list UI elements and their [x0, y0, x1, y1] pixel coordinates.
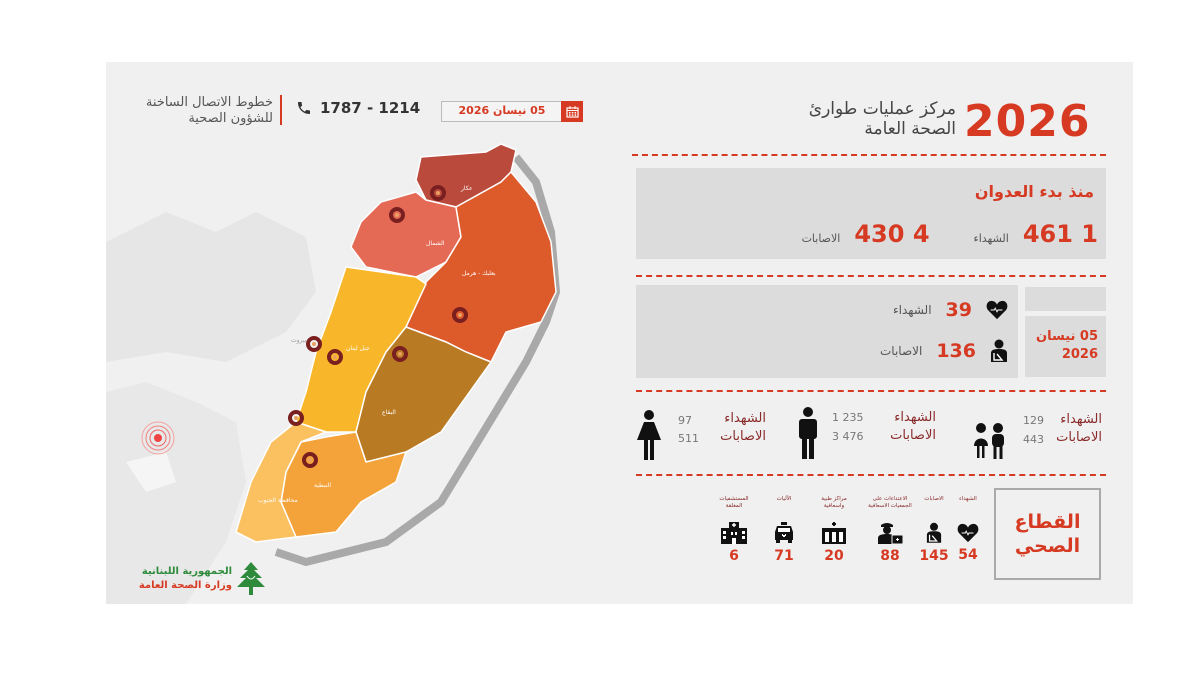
man-icon [799, 407, 817, 459]
svg-text:بيروت: بيروت [291, 337, 307, 344]
woman-icon [637, 410, 661, 460]
demographic-men: 1 235 3 476 الشهداء الاصابات [796, 405, 936, 465]
demographic-children: 129 443 الشهداء الاصابات [972, 410, 1102, 465]
daily-date-panel: 05 نيسان 2026 [1025, 316, 1106, 377]
svg-text:عكار: عكار [460, 185, 473, 192]
hotline-number: 1787 - 1214 [320, 99, 421, 117]
heart-pulse-icon [957, 523, 979, 543]
daily-killed-value: 39 [945, 299, 972, 321]
ambulance-icon [775, 522, 793, 543]
injured-person-icon [991, 339, 1007, 362]
year-title: 2026 [964, 96, 1091, 147]
daily-date-spacer [1025, 287, 1106, 311]
page-title: مركز عمليات طوارئ الصحة العامة [808, 99, 956, 139]
divider [636, 390, 1106, 392]
ministry-logo: الجمهورية اللبنانية وزارة الصحة العامة [116, 562, 266, 598]
svg-text:جبل لبنان: جبل لبنان [346, 345, 370, 352]
since-start-panel: منذ بدء العدوان 1 461 الشهداء 4 430 الاص… [636, 168, 1106, 259]
total-injured-label: الاصابات [801, 232, 841, 245]
svg-text:النبطية: النبطية [314, 482, 331, 489]
daily-date-line1: 05 نيسان [1035, 329, 1098, 344]
stat-health-injured: الاصابات 145 [919, 496, 949, 564]
svg-text:محافظة الجنوب: محافظة الجنوب [258, 497, 298, 504]
paramedic-icon [878, 523, 904, 545]
demographic-women: 97 511 الشهداء الاصابات [636, 410, 766, 465]
total-killed-label: الشهداء [973, 232, 1009, 245]
daily-date-line2: 2026 [1061, 347, 1098, 362]
divider [636, 474, 1106, 476]
svg-text:بعلبك - هرمل: بعلبك - هرمل [462, 270, 496, 277]
stat-health-killed: الشهداء 54 [957, 496, 979, 563]
health-sector-stats: المستشفيات المغلقة 6 الآليات 71 مراكز طب… [714, 496, 984, 576]
medical-center-icon [822, 522, 846, 544]
daily-injured-label: الاصابات [880, 344, 923, 358]
phone-icon [298, 102, 310, 114]
hotline: 1787 - 1214 [296, 99, 420, 117]
daily-killed-label: الشهداء [893, 303, 932, 317]
date-badge: 05 نيسان 2026 [441, 101, 583, 122]
stat-ambulance-attacks: الاعتداءات على الجمعيات الاسعافية 88 [868, 496, 912, 564]
since-start-title: منذ بدء العدوان [974, 182, 1094, 201]
daily-panel: 39 الشهداء 136 الاصابات [636, 285, 1018, 378]
children-icon [974, 423, 1004, 459]
lebanon-map: عكار الشمال بعلبك - هرمل جبل لبنان البقا… [106, 143, 561, 604]
total-killed-value: 1 461 [1022, 220, 1098, 248]
hotline-label: خطوط الاتصال الساخنة للشؤون الصحية [145, 95, 273, 126]
epicenter-marker [141, 421, 175, 455]
divider [280, 95, 282, 125]
infographic-card: عكار الشمال بعلبك - هرمل جبل لبنان البقا… [106, 62, 1133, 604]
heart-pulse-icon [986, 300, 1008, 320]
injured-person-icon [926, 522, 942, 543]
stat-vehicles: الآليات 71 [774, 496, 794, 564]
stat-medical-centers: مراكز طبية واسعافية 20 [821, 496, 847, 564]
total-injured-value: 4 430 [854, 220, 930, 248]
health-sector-title: القطاع الصحي [994, 488, 1101, 580]
daily-injured-value: 136 [936, 340, 976, 362]
calendar-icon [561, 101, 583, 122]
stat-closed-hospitals: المستشفيات المغلقة 6 [719, 496, 749, 564]
cedar-logo-icon [237, 562, 265, 595]
hospital-icon [721, 522, 747, 544]
svg-text:الشمال: الشمال [426, 240, 445, 247]
divider [632, 154, 1106, 156]
svg-text:البقاع: البقاع [382, 409, 396, 416]
divider [636, 275, 1106, 277]
